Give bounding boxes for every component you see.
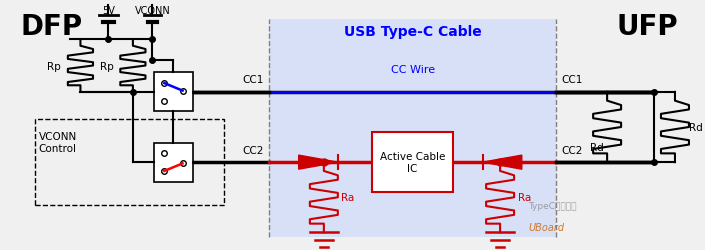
Text: CC1: CC1 xyxy=(562,75,583,85)
Text: Rd: Rd xyxy=(590,142,603,152)
Text: Ra: Ra xyxy=(517,192,531,202)
Text: Rp: Rp xyxy=(99,61,114,71)
Polygon shape xyxy=(299,156,338,170)
Text: TypeC情报中心: TypeC情报中心 xyxy=(528,201,577,210)
Text: CC1: CC1 xyxy=(243,75,264,85)
Text: UFP: UFP xyxy=(617,12,678,40)
Text: VCONN
Control: VCONN Control xyxy=(39,132,77,153)
Text: VCONN: VCONN xyxy=(135,6,171,16)
Text: Rp: Rp xyxy=(47,61,61,71)
Text: Ra: Ra xyxy=(341,192,355,202)
Text: USB Type-C Cable: USB Type-C Cable xyxy=(344,25,482,39)
Polygon shape xyxy=(483,156,522,170)
Text: Rd: Rd xyxy=(689,122,703,132)
Text: CC Wire: CC Wire xyxy=(391,65,435,75)
Text: Active Cable
IC: Active Cable IC xyxy=(380,152,446,173)
Bar xyxy=(372,132,453,192)
Text: DFP: DFP xyxy=(21,12,83,40)
Bar xyxy=(35,120,223,205)
Bar xyxy=(154,73,193,112)
Text: UBoard: UBoard xyxy=(528,222,564,232)
Text: CC2: CC2 xyxy=(562,145,583,155)
Bar xyxy=(269,20,556,238)
Bar xyxy=(154,143,193,182)
Text: CC2: CC2 xyxy=(243,145,264,155)
Text: 5V: 5V xyxy=(102,6,115,16)
